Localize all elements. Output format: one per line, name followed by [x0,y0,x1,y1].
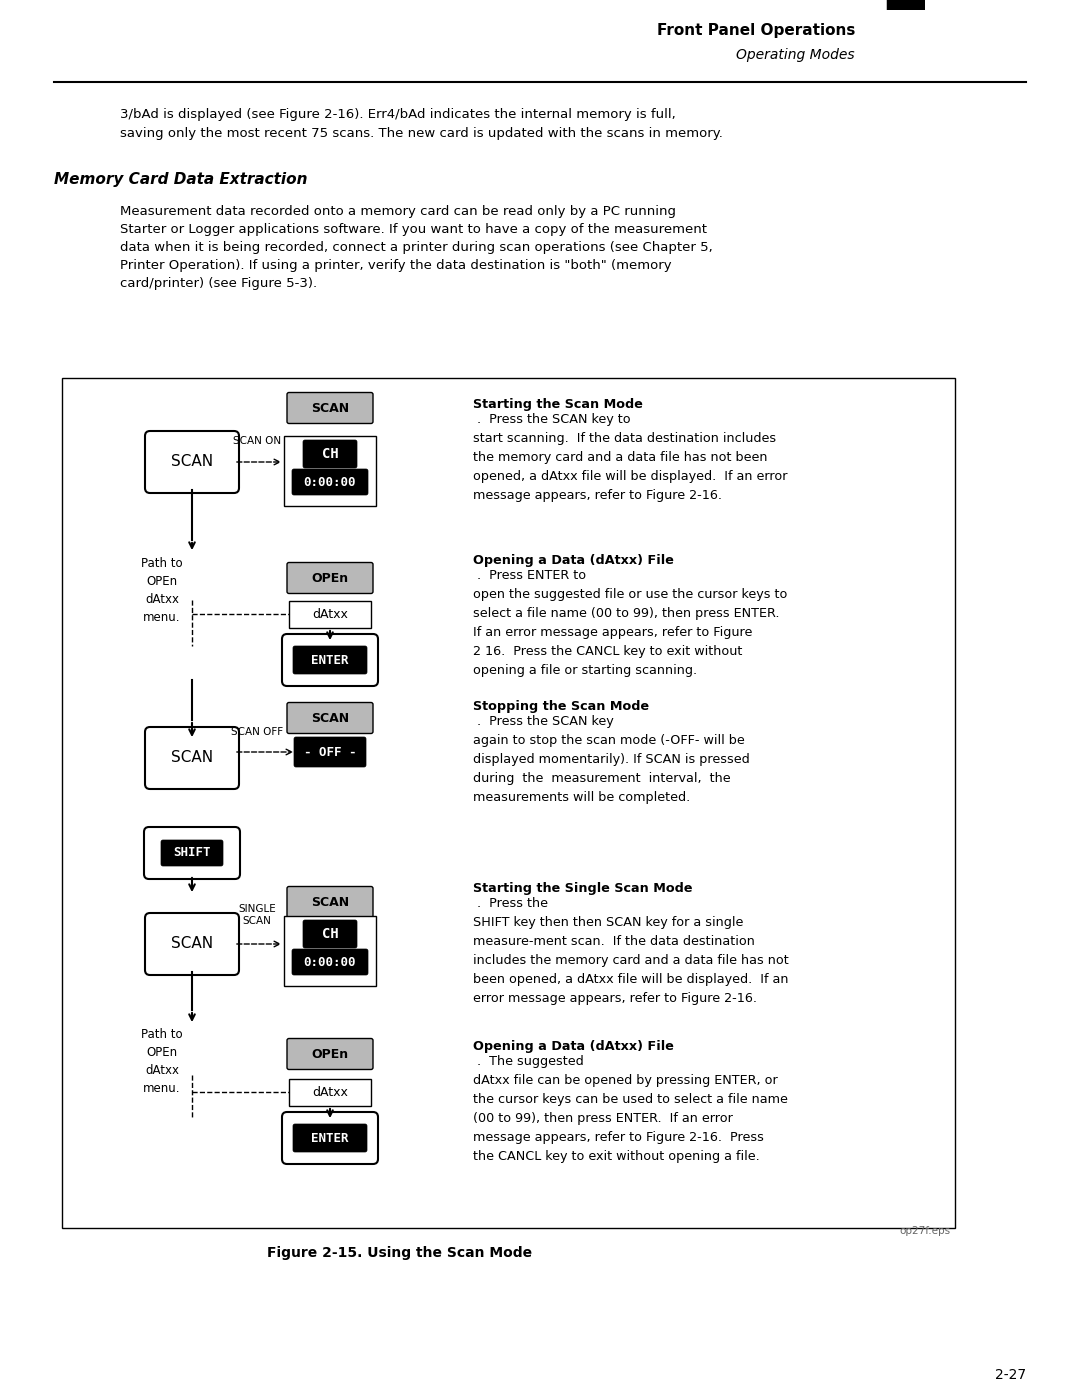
Text: Printer Operation). If using a printer, verify the data destination is "both" (m: Printer Operation). If using a printer, … [120,258,672,272]
Text: Starting the Scan Mode: Starting the Scan Mode [473,398,643,411]
Text: op27f.eps: op27f.eps [899,1227,950,1236]
FancyBboxPatch shape [161,840,222,866]
Text: ENTER: ENTER [311,654,349,666]
FancyBboxPatch shape [62,379,955,1228]
FancyBboxPatch shape [145,432,239,493]
Text: Path to
OPEn
dAtxx
menu.: Path to OPEn dAtxx menu. [141,1028,183,1095]
Text: Stopping the Scan Mode: Stopping the Scan Mode [473,700,649,712]
FancyBboxPatch shape [287,703,373,733]
FancyBboxPatch shape [287,393,373,423]
Text: .  Press the SCAN key to
start scanning.  If the data destination includes
the m: . Press the SCAN key to start scanning. … [473,414,787,502]
Text: Figure 2-15. Using the Scan Mode: Figure 2-15. Using the Scan Mode [268,1246,532,1260]
FancyBboxPatch shape [284,916,376,986]
FancyBboxPatch shape [293,645,367,673]
Text: 3/bAd is displayed (see Figure 2-16). Err4/bAd indicates the internal memory is : 3/bAd is displayed (see Figure 2-16). Er… [120,108,676,122]
Text: 2-27: 2-27 [995,1368,1026,1382]
FancyBboxPatch shape [287,887,373,918]
Text: .  Press the SCAN key
again to stop the scan mode (-OFF- will be
displayed momen: . Press the SCAN key again to stop the s… [473,715,750,805]
FancyBboxPatch shape [294,738,366,767]
Text: Memory Card Data Extraction: Memory Card Data Extraction [54,172,308,187]
Text: Path to
OPEn
dAtxx
menu.: Path to OPEn dAtxx menu. [141,557,183,624]
Text: Starting the Single Scan Mode: Starting the Single Scan Mode [473,882,692,895]
Text: SCAN ON: SCAN ON [233,436,281,446]
FancyBboxPatch shape [282,1112,378,1164]
Text: Measurement data recorded onto a memory card can be read only by a PC running: Measurement data recorded onto a memory … [120,205,676,218]
FancyBboxPatch shape [287,1038,373,1070]
Text: Front Panel Operations: Front Panel Operations [657,22,855,38]
Text: 0:00:00: 0:00:00 [303,956,356,968]
FancyBboxPatch shape [144,827,240,879]
Text: CH: CH [322,447,338,461]
Text: SCAN OFF: SCAN OFF [231,726,283,738]
FancyBboxPatch shape [292,949,368,975]
FancyBboxPatch shape [282,634,378,686]
FancyBboxPatch shape [145,726,239,789]
Text: SCAN: SCAN [171,454,213,469]
Text: SCAN: SCAN [311,895,349,908]
Text: Opening a Data (dAtxx) File: Opening a Data (dAtxx) File [473,555,674,567]
FancyBboxPatch shape [289,1078,372,1105]
Text: SINGLE
SCAN: SINGLE SCAN [238,904,275,926]
Text: OPEn: OPEn [311,571,349,584]
FancyBboxPatch shape [145,914,239,975]
Text: .  The suggested
dAtxx file can be opened by pressing ENTER, or
the cursor keys : . The suggested dAtxx file can be opened… [473,1055,788,1162]
Text: card/printer) (see Figure 5-3).: card/printer) (see Figure 5-3). [120,277,318,291]
Text: .  Press the
SHIFT key then then SCAN key for a single
measure-ment scan.  If th: . Press the SHIFT key then then SCAN key… [473,897,788,1004]
Text: SCAN: SCAN [171,936,213,951]
Text: data when it is being recorded, connect a printer during scan operations (see Ch: data when it is being recorded, connect … [120,242,713,254]
Text: OPEn: OPEn [311,1048,349,1060]
Text: dAtxx: dAtxx [312,1085,348,1098]
Text: .  Press ENTER to
open the suggested file or use the cursor keys to
select a fil: . Press ENTER to open the suggested file… [473,569,787,678]
Text: Starter or Logger applications software. If you want to have a copy of the measu: Starter or Logger applications software.… [120,224,707,236]
Text: Opening a Data (dAtxx) File: Opening a Data (dAtxx) File [473,1039,674,1053]
Text: ENTER: ENTER [311,1132,349,1144]
FancyBboxPatch shape [284,436,376,506]
FancyBboxPatch shape [289,601,372,627]
FancyBboxPatch shape [292,469,368,495]
Text: - OFF -: - OFF - [303,746,356,759]
FancyBboxPatch shape [287,563,373,594]
FancyBboxPatch shape [303,440,357,468]
Text: saving only the most recent 75 scans. The new card is updated with the scans in : saving only the most recent 75 scans. Th… [120,127,723,140]
FancyBboxPatch shape [293,1125,367,1153]
Text: SHIFT: SHIFT [173,847,211,859]
FancyBboxPatch shape [303,921,357,949]
Text: SCAN: SCAN [311,711,349,725]
Text: 0:00:00: 0:00:00 [303,475,356,489]
Text: 2: 2 [880,0,930,25]
Text: SCAN: SCAN [171,750,213,766]
Text: Operating Modes: Operating Modes [737,47,855,61]
Text: CH: CH [322,928,338,942]
Text: dAtxx: dAtxx [312,608,348,620]
Text: SCAN: SCAN [311,401,349,415]
